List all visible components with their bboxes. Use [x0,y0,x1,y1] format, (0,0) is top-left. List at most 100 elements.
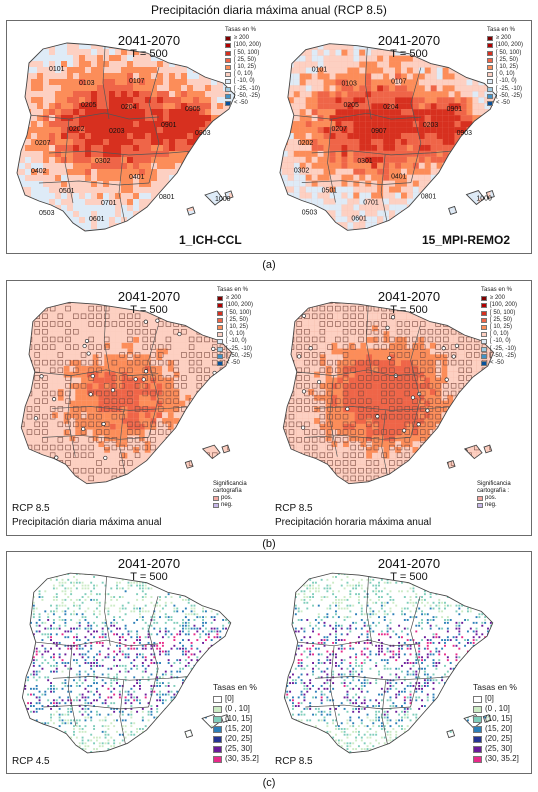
legend-swatch [217,310,223,316]
legend-label: (0 , 10] [485,704,510,713]
legend-label: [ -25, -10) [226,345,253,352]
legend-label: [ 0, 10) [490,331,509,338]
legend-b-right: Tasas en % ≥ 200 [100, 200)[ 50, 100)[ 25… [481,287,517,367]
zone-label: 0907 [371,128,387,135]
legend-label: [ -50, -25) [496,92,523,99]
significance-label: pos. [485,495,497,501]
map-b-left [9,283,269,503]
legend-label: [ -10, 0) [234,78,255,85]
legend-item: ≥ 200 [487,35,523,42]
significance-list: pos. neg. [477,495,511,509]
zone-label: 0204 [121,104,137,111]
legend-item: [ 25, 50) [217,317,253,324]
legend-swatch [473,695,482,703]
legend-item: (25, 30] [213,744,259,754]
legend-swatch [487,79,493,85]
legend-swatch [481,360,487,366]
panel-label: (b) [262,538,276,550]
panel-b: 2041-2070 T = 500 Tasas en % ≥ 200 [100, … [6,280,532,536]
legend-label: [100, 200) [490,302,518,309]
legend-item: ≥ 200 [481,295,517,302]
legend-c-right: Tasas en % [0] (0 , 10] (10, 15] (15, 20] (2… [473,682,519,764]
zone-label: 0205 [81,102,97,109]
period-label: 2041-2070 [377,289,441,304]
zone-label: 0207 [35,140,51,147]
legend-label: [ 50, 100) [490,309,516,316]
significance-swatch [213,496,219,501]
legend-label: [0] [225,694,234,703]
zone-label: 0203 [109,128,125,135]
zone-label: 0901 [447,106,463,113]
legend-a-left: Tasas en % ≥ 200 [100, 200)[ 50, 100)[ 25… [225,27,261,107]
variable-label: Precipitación horaria máxima anual [275,517,432,528]
zone-label: 0107 [129,78,145,85]
legend-label: ≥ 200 [234,35,249,42]
legend-swatch [487,93,493,99]
legend-item: [ -50, -25) [481,353,517,360]
legend-item: [ -25, -10) [481,346,517,353]
legend-label: ≥ 200 [226,295,241,302]
legend-swatch [481,339,487,345]
legend-label: [ 0, 10) [234,71,253,78]
map-b-right [272,283,530,503]
zone-label: 0103 [79,80,95,87]
legend-swatch [487,100,493,106]
legend-label: [ 50, 100) [234,49,260,56]
legend-item: (15, 20] [213,724,259,734]
legend-label: [ -25, -10) [234,85,261,92]
zone-label: 0205 [343,102,359,109]
legend-title: Tasas en % [213,682,257,692]
legend-item: [ 25, 50) [225,57,261,64]
legend-swatch [473,705,482,713]
legend-label: [ -50, -25) [490,352,517,359]
significance-swatch [477,503,483,508]
zone-label: 0202 [298,140,314,147]
significance-swatch [477,496,483,501]
zone-label: 0501 [322,188,338,195]
map-a-right: 0101 0103 0107 0205 0204 0901 0907 0202 0207 0203… [272,23,530,251]
legend-swatch [481,296,487,302]
legend-swatch [487,50,493,56]
legend-label: [ 25, 50) [496,56,519,63]
zone-label: 0203 [423,122,439,129]
legend-label: [ 10, 25) [226,323,249,330]
zone-label: 0402 [31,168,47,175]
legend-item: [ 50, 100) [217,310,253,317]
legend-swatch [487,86,493,92]
significance-title: Significancia [213,481,247,487]
legend-list: ≥ 200 [100, 200)[ 50, 100)[ 25, 50)[ 10, … [481,295,517,367]
legend-swatch [213,755,222,763]
legend-swatch [217,317,223,323]
legend-swatch [481,346,487,352]
period-label: 2041-2070 [377,33,441,48]
legend-label: [0] [485,694,494,703]
legend-label: [ -25, -10) [490,345,517,352]
legend-item: (25, 30] [473,744,519,754]
significance-item: pos. [477,495,511,502]
panel-label: (a) [262,259,276,271]
legend-swatch [225,50,231,56]
legend-label: [ 10, 25) [490,323,513,330]
panel-a: 0101 0103 0107 0205 0204 0905 0203 0207 0202 0901… [6,20,532,254]
legend-label: [ -50, -25) [234,92,261,99]
legend-item: [ 0, 10) [225,71,261,78]
legend-swatch [487,43,493,49]
legend-label: [100, 200) [496,42,524,49]
legend-label: (15, 20] [485,724,513,733]
legend-item: (20, 25] [213,734,259,744]
legend-label: ≥ 200 [490,295,505,302]
period-label: 2041-2070 [377,556,441,571]
legend-swatch [217,325,223,331]
significance-title: Significancia [477,481,511,487]
legend-item: [ 0, 10) [487,71,523,78]
legend-swatch [473,715,482,723]
legend-swatch [217,332,223,338]
legend-label: [ -10, 0) [226,338,247,345]
legend-label: [ -10, 0) [490,338,511,345]
legend-item: [ -50, -25) [225,93,261,100]
legend-swatch [487,36,493,42]
legend-label: [100, 200) [226,302,254,309]
legend-label: (10, 15] [225,714,253,723]
legend-swatch [213,735,222,743]
zone-label: 0903 [195,130,211,137]
